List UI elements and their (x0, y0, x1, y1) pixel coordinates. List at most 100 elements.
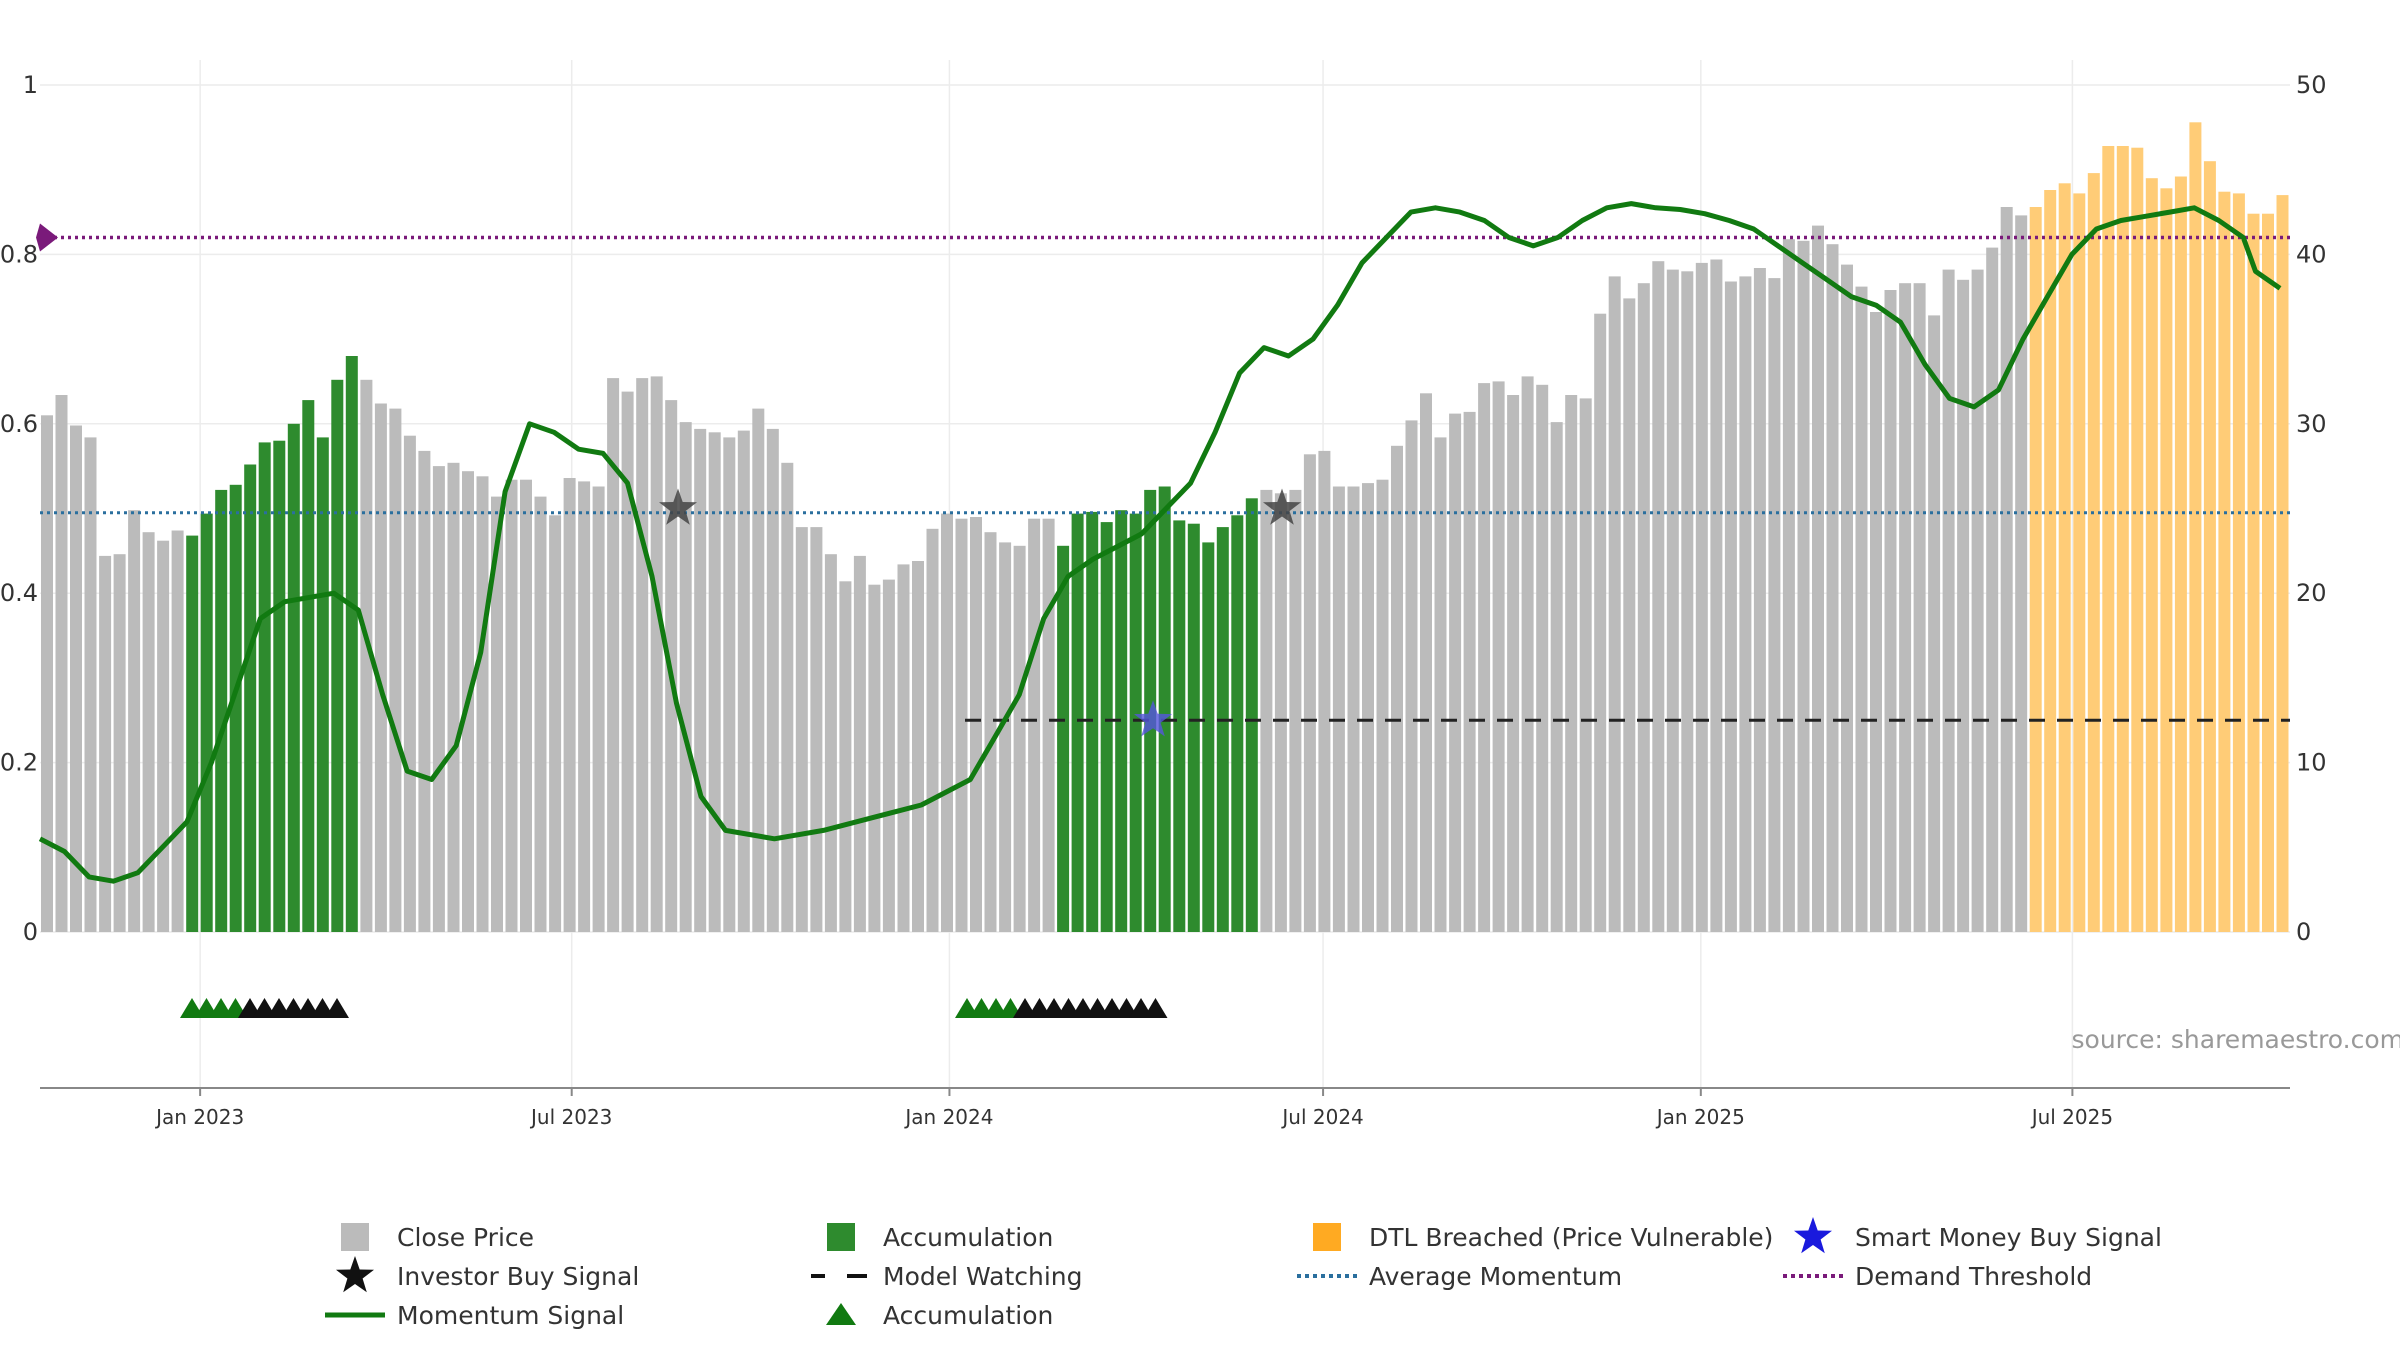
legend-item: Accumulation (826, 1301, 1053, 1330)
price-bar (99, 555, 112, 932)
price-bar (534, 496, 547, 932)
price-bar (200, 513, 213, 932)
price-bar (1318, 450, 1331, 932)
price-bar (1086, 511, 1099, 932)
legend: Close Price Accumulation DTL Breached (Pri… (325, 1217, 2162, 1330)
price-bar (2262, 213, 2274, 932)
price-bar (824, 554, 837, 932)
price-bar (1042, 518, 1055, 932)
price-bar (1710, 259, 1723, 932)
price-bar (708, 432, 721, 932)
price-bar (1187, 523, 1200, 932)
legend-label: Investor Buy Signal (397, 1262, 639, 1291)
accumulation-triangle-marker (1143, 998, 1168, 1018)
price-bar (1449, 413, 1462, 933)
price-bar (1071, 513, 1084, 932)
price-bar (549, 515, 562, 932)
price-bar (2174, 176, 2187, 932)
price-bar (1971, 269, 1984, 933)
price-bar (1826, 244, 1839, 932)
legend-item: Model Watching (811, 1262, 1083, 1291)
right-axis-tick-label: 50 (2296, 71, 2327, 99)
price-bar (955, 518, 968, 932)
price-bar (2029, 207, 2042, 932)
price-bar (1681, 271, 1694, 932)
left-axis-tick-label: 0 (23, 918, 38, 946)
right-axis-tick-label: 10 (2296, 749, 2327, 777)
price-bar (2015, 215, 2028, 932)
accumulation-triangle-marker (325, 998, 349, 1018)
price-bar (723, 437, 736, 932)
price-bar (1202, 542, 1215, 932)
price-bar (1608, 276, 1621, 932)
right-axis-tick-label: 40 (2296, 240, 2327, 268)
momentum-signal-line (38, 201, 2282, 884)
price-bar (331, 379, 344, 932)
price-bar (2116, 146, 2129, 932)
price-bar (1260, 489, 1273, 932)
price-bar (520, 479, 532, 932)
price-bar (2058, 183, 2071, 933)
legend-star-icon (336, 1256, 374, 1293)
x-axis-tick-label: Jan 2023 (154, 1105, 244, 1129)
price-bar (563, 478, 576, 932)
price-bar (984, 532, 997, 932)
price-bar (679, 422, 692, 932)
price-bar (795, 527, 808, 932)
price-bar (1028, 518, 1041, 932)
price-bar (171, 530, 184, 932)
buy-signals (659, 488, 1301, 737)
price-bar (403, 435, 416, 932)
price-bar (1057, 545, 1070, 932)
price-bar (360, 379, 373, 932)
investor-buy-signal-star (1263, 488, 1301, 525)
price-bar (1245, 498, 1258, 932)
price-bar (2073, 193, 2086, 932)
price-bar (1652, 261, 1665, 932)
price-bar (1216, 527, 1229, 932)
price-bar (1550, 422, 1563, 932)
price-bar (650, 376, 663, 932)
price-bar (621, 391, 634, 933)
price-bar (1797, 240, 1810, 933)
x-axis-tick-label: Jul 2023 (529, 1105, 612, 1129)
right-axis-tick-label: 30 (2296, 410, 2327, 438)
legend-item: Average Momentum (1297, 1262, 1622, 1291)
price-bar (128, 510, 141, 932)
price-bar (1391, 445, 1403, 932)
price-bar (55, 395, 68, 932)
price-bar (1100, 522, 1113, 932)
price-bar (186, 535, 199, 932)
price-bar (273, 440, 286, 932)
price-bar (1115, 510, 1128, 932)
price-bar (926, 528, 939, 932)
price-bar (897, 564, 910, 932)
price-bar (1899, 283, 1912, 932)
legend-item: Momentum Signal (325, 1301, 624, 1330)
legend-item: Close Price (341, 1223, 534, 1252)
source-label: source: sharemaestro.com (2072, 1025, 2400, 1054)
price-bar (752, 408, 765, 933)
price-bar (2189, 122, 2202, 933)
right-axis-tick-label: 0 (2296, 918, 2311, 946)
price-bar (287, 423, 300, 932)
legend-label: Close Price (397, 1223, 534, 1252)
price-bar (1579, 398, 1592, 932)
price-bar (389, 408, 402, 933)
x-axis-tick-label: Jan 2024 (903, 1105, 993, 1129)
demand-threshold-marker (36, 223, 58, 252)
price-bar (1928, 315, 1941, 932)
right-axis-tick-label: 20 (2296, 579, 2327, 607)
price-bar (1695, 262, 1708, 932)
price-bar (592, 486, 605, 932)
price-bar (1739, 276, 1752, 932)
legend-label: Momentum Signal (397, 1301, 624, 1330)
price-bar (476, 476, 489, 932)
price-bar (418, 450, 431, 932)
price-bar (491, 496, 503, 932)
x-axis-tick-label: Jul 2025 (2030, 1105, 2113, 1129)
price-bar (1289, 489, 1302, 932)
price-bar (345, 356, 358, 932)
price-bar (1666, 269, 1679, 933)
